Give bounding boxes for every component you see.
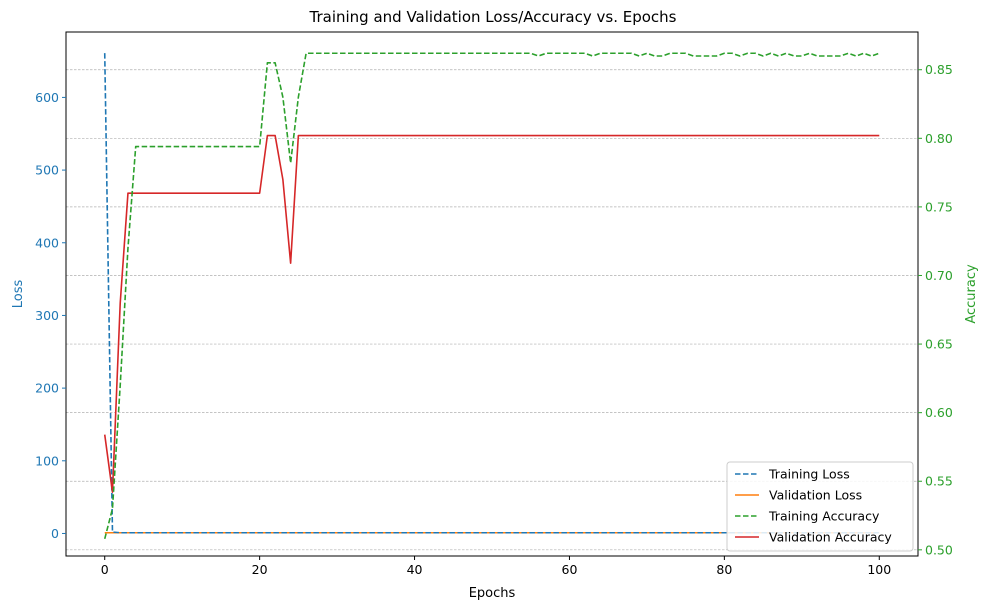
x-tick-label: 40: [407, 562, 423, 577]
y-right-tick-label: 0.70: [925, 268, 953, 283]
legend-box: [726, 461, 914, 552]
y-axis-right: 0.50 0.55 0.60 0.65 0.70 0.75 0.80 0.85: [918, 62, 953, 557]
y-left-tick-label: 300: [35, 308, 59, 323]
y-left-tick-label: 500: [35, 163, 59, 178]
y-axis-label-right: Accuracy: [964, 264, 979, 324]
plot-area: [103, 52, 880, 540]
series-line-validation-accuracy: [103, 134, 880, 494]
y-right-tick-label: 0.80: [925, 131, 953, 146]
y-left-tick-label: 200: [35, 381, 59, 396]
legend: Training Loss Validation Loss Training Acc…: [726, 461, 914, 552]
legend-label: Training Loss: [768, 467, 850, 482]
x-tick-label: 20: [252, 562, 268, 577]
y-right-tick-label: 0.50: [925, 542, 953, 557]
y-right-tick-label: 0.65: [925, 337, 953, 352]
y-left-tick-label: 100: [35, 453, 59, 468]
x-tick-label: 0: [101, 562, 109, 577]
x-tick-label: 100: [867, 562, 891, 577]
series-line-training-accuracy: [103, 52, 880, 540]
series-line-training-loss: [103, 53, 880, 534]
y-right-tick-label: 0.85: [925, 62, 953, 77]
x-axis: 0 20 40 60 80 100: [101, 556, 891, 577]
grid: [66, 69, 918, 551]
y-right-tick-label: 0.60: [925, 405, 953, 420]
legend-label: Training Accuracy: [768, 509, 880, 524]
y-left-tick-label: 0: [51, 526, 59, 541]
y-right-tick-label: 0.75: [925, 199, 953, 214]
y-left-tick-label: 400: [35, 235, 59, 250]
y-left-tick-label: 600: [35, 90, 59, 105]
y-right-tick-label: 0.55: [925, 474, 953, 489]
y-axis-label-left: Loss: [11, 280, 26, 309]
plot-frame: [65, 31, 919, 557]
chart-title: Training and Validation Loss/Accuracy vs…: [309, 8, 677, 26]
legend-label: Validation Accuracy: [769, 530, 892, 545]
x-axis-label: Epochs: [469, 586, 516, 601]
x-tick-label: 60: [562, 562, 578, 577]
legend-label: Validation Loss: [769, 488, 862, 503]
x-tick-label: 80: [716, 562, 732, 577]
y-axis-left: 0 100 200 300 400 500 600: [35, 90, 66, 541]
